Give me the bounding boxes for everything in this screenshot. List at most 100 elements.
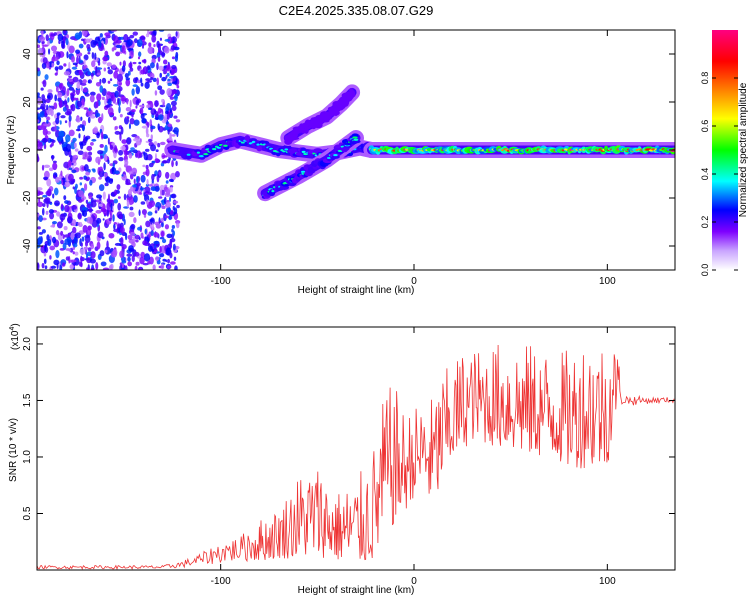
noise-blob — [133, 38, 138, 44]
noise-blob — [37, 140, 41, 148]
ridge-blob — [244, 135, 251, 142]
spectrogram-panel: -100 0 100 -40 -20 0 20 40 Height of straight l… — [6, 29, 676, 296]
noise-blob — [51, 62, 55, 68]
noise-blob — [118, 88, 121, 96]
noise-blob — [54, 125, 57, 132]
noise-blob — [154, 109, 157, 114]
noise-blob — [52, 56, 59, 62]
noise-blob — [83, 246, 89, 250]
noise-blob — [171, 81, 178, 85]
ridge-core — [352, 136, 358, 139]
noise-blob — [60, 115, 66, 119]
noise-blob — [42, 128, 48, 136]
noise-blob — [91, 60, 96, 68]
noise-blob — [117, 196, 121, 199]
noise-blob — [77, 212, 82, 220]
noise-blob — [161, 155, 168, 158]
noise-blob — [100, 261, 107, 267]
noise-blob — [51, 236, 57, 244]
noise-blob — [90, 142, 94, 146]
noise-blob — [144, 228, 147, 235]
noise-blob — [41, 138, 48, 143]
noise-blob — [38, 36, 46, 42]
noise-blob — [119, 132, 122, 141]
noise-blob — [153, 44, 156, 48]
snr-multiplier-exponent: 4 — [9, 327, 16, 331]
noise-blob — [113, 71, 119, 79]
noise-blob — [100, 131, 104, 140]
noise-blob — [78, 133, 81, 139]
noise-blob — [92, 112, 96, 115]
noise-blob — [119, 113, 123, 118]
noise-blob — [88, 109, 93, 117]
ridge-blob — [339, 99, 350, 106]
noise-blob — [90, 72, 94, 77]
noise-blob — [154, 158, 160, 164]
noise-blob — [140, 82, 144, 87]
noise-blob — [87, 151, 93, 156]
noise-blob — [127, 70, 131, 76]
noise-blob — [151, 173, 155, 181]
noise-blob — [53, 187, 59, 196]
noise-blob — [121, 174, 124, 177]
spectrogram-xlabel: Height of straight line (km) — [298, 285, 415, 296]
noise-blob — [96, 241, 101, 250]
noise-blob — [37, 201, 44, 208]
noise-blob — [129, 201, 133, 206]
noise-blob — [90, 251, 96, 259]
noise-blob — [171, 134, 176, 137]
noise-blob — [131, 167, 138, 175]
noise-blob — [95, 65, 98, 74]
noise-blob — [165, 188, 171, 196]
snr-multiplier-base: (x10 — [10, 330, 21, 350]
noise-blob — [157, 85, 163, 91]
noise-blob — [79, 248, 86, 255]
noise-blob — [81, 30, 88, 37]
noise-blob — [44, 244, 47, 252]
noise-blob — [61, 262, 66, 267]
noise-blob — [90, 39, 97, 48]
noise-blob — [136, 176, 139, 184]
noise-blob — [107, 137, 110, 145]
noise-blob — [60, 239, 64, 245]
noise-blob — [91, 138, 97, 142]
snr-xlabel: Height of straight line (km) — [298, 585, 415, 596]
noise-blob — [104, 144, 108, 153]
noise-blob — [59, 120, 62, 125]
noise-blob — [121, 260, 127, 264]
noise-blob — [68, 75, 73, 79]
noise-blob — [164, 39, 171, 42]
noise-blob — [98, 203, 103, 208]
noise-blob — [159, 37, 163, 41]
noise-blob — [171, 159, 174, 168]
ridge-blob — [261, 140, 270, 145]
noise-blob — [68, 45, 75, 54]
noise-blob — [42, 194, 48, 198]
y-tick-label: 40 — [22, 48, 33, 60]
noise-blob — [96, 217, 102, 224]
noise-blob — [132, 84, 138, 88]
noise-blob — [159, 72, 162, 78]
noise-blob — [147, 245, 153, 252]
noise-blob — [120, 145, 126, 151]
noise-blob — [45, 34, 49, 42]
noise-blob — [123, 33, 129, 43]
noise-blob — [104, 98, 107, 106]
noise-blob — [98, 41, 102, 48]
noise-blob — [56, 221, 63, 229]
noise-blob — [128, 123, 132, 130]
noise-blob — [82, 65, 87, 70]
noise-blob — [129, 34, 135, 39]
noise-blob — [153, 240, 160, 245]
noise-blob — [56, 60, 60, 66]
noise-blob — [63, 63, 67, 67]
noise-blob — [120, 95, 126, 102]
noise-blob — [55, 229, 60, 236]
noise-blob — [157, 56, 161, 62]
noise-blob — [132, 184, 137, 188]
noise-blob — [102, 56, 109, 62]
noise-blob — [151, 222, 154, 230]
noise-blob — [99, 166, 103, 172]
noise-blob — [84, 240, 89, 247]
noise-blob — [51, 139, 56, 143]
